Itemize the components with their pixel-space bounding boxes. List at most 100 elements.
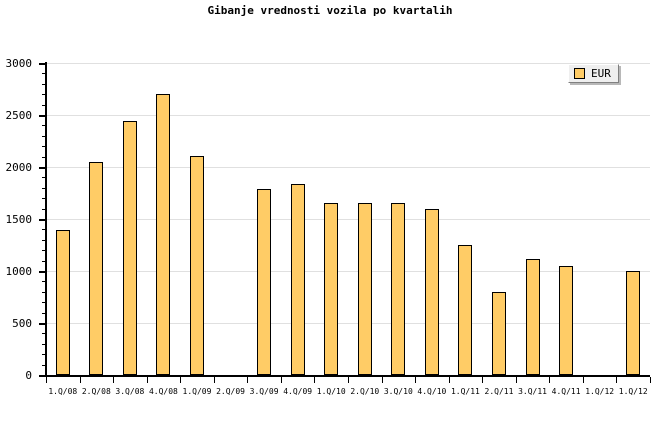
x-axis-tick-label: 1.Q/12 xyxy=(618,387,648,396)
gridline xyxy=(46,167,650,168)
x-axis-tick xyxy=(147,377,148,383)
y-axis-tick-label: 0 xyxy=(25,369,32,382)
x-axis-tick-label: 1.Q/08 xyxy=(48,387,78,396)
x-axis-tick xyxy=(449,377,450,383)
bar[interactable] xyxy=(458,245,472,375)
x-axis-tick-label: 1.Q/11 xyxy=(450,387,480,396)
y-axis-minor-tick xyxy=(42,198,46,199)
y-axis-minor-tick xyxy=(42,84,46,85)
y-axis-minor-tick xyxy=(42,281,46,282)
y-axis-minor-tick xyxy=(42,136,46,137)
bar[interactable] xyxy=(89,162,103,375)
x-axis-tick-label: 4.Q/11 xyxy=(551,387,581,396)
y-axis-minor-tick xyxy=(42,157,46,158)
x-axis-tick xyxy=(214,377,215,383)
y-axis-minor-tick xyxy=(42,261,46,262)
y-axis-minor-tick xyxy=(42,229,46,230)
bar[interactable] xyxy=(526,259,540,375)
x-axis-tick xyxy=(516,377,517,383)
x-axis-tick xyxy=(247,377,248,383)
gridline xyxy=(46,63,650,64)
x-axis-tick-label: 1.Q/09 xyxy=(182,387,212,396)
x-axis-tick-label: 3.Q/11 xyxy=(518,387,547,396)
legend-label-eur: EUR xyxy=(591,67,611,80)
gridline xyxy=(46,271,650,272)
y-axis-tick-label: 2000 xyxy=(5,161,33,174)
x-axis-tick xyxy=(382,377,383,383)
y-axis-major-tick xyxy=(39,219,46,221)
y-axis-minor-tick xyxy=(42,209,46,210)
x-axis-tick xyxy=(314,377,315,383)
y-axis-major-tick xyxy=(39,323,46,325)
x-axis-tick-label: 3.Q/08 xyxy=(115,387,145,396)
x-axis-tick-label: 1.Q/10 xyxy=(316,387,346,396)
x-axis-tick-label: 3.Q/10 xyxy=(383,387,413,396)
y-axis-line xyxy=(45,62,47,377)
bar[interactable] xyxy=(324,203,338,375)
x-axis-tick-label: 4.Q/10 xyxy=(417,387,447,396)
legend[interactable]: EUR xyxy=(568,64,619,83)
bar[interactable] xyxy=(190,156,204,375)
y-axis-minor-tick xyxy=(42,105,46,106)
x-axis-tick xyxy=(348,377,349,383)
bar[interactable] xyxy=(626,271,640,375)
x-axis-tick-label: 2.Q/10 xyxy=(350,387,380,396)
x-axis-tick xyxy=(482,377,483,383)
bar[interactable] xyxy=(425,209,439,375)
y-axis-major-tick xyxy=(39,375,46,377)
y-axis-major-tick xyxy=(39,63,46,65)
x-axis-tick-label: 4.Q/08 xyxy=(148,387,178,396)
y-axis-minor-tick xyxy=(42,146,46,147)
y-axis-minor-tick xyxy=(42,240,46,241)
y-axis-tick-label: 3000 xyxy=(5,57,33,70)
x-axis-tick-label: 2.Q/11 xyxy=(484,387,514,396)
bar[interactable] xyxy=(123,121,137,375)
y-axis-minor-tick xyxy=(42,354,46,355)
y-axis-minor-tick xyxy=(42,125,46,126)
y-axis-minor-tick xyxy=(42,177,46,178)
gridline xyxy=(46,115,650,116)
y-axis-minor-tick xyxy=(42,344,46,345)
x-axis-tick xyxy=(583,377,584,383)
x-axis-tick xyxy=(281,377,282,383)
bar[interactable] xyxy=(291,184,305,375)
bar[interactable] xyxy=(559,266,573,375)
y-axis-minor-tick xyxy=(42,73,46,74)
y-axis-minor-tick xyxy=(42,94,46,95)
x-axis-tick xyxy=(46,377,47,383)
plot-area xyxy=(46,63,650,375)
x-axis-tick xyxy=(180,377,181,383)
bar[interactable] xyxy=(391,203,405,375)
gridline xyxy=(46,323,650,324)
x-axis-tick-label: 1.Q/12 xyxy=(585,387,615,396)
y-axis-major-tick xyxy=(39,115,46,117)
bar[interactable] xyxy=(358,203,372,375)
x-axis-tick-label: 2.Q/09 xyxy=(216,387,245,396)
x-axis-tick xyxy=(80,377,81,383)
bar[interactable] xyxy=(492,292,506,375)
bar[interactable] xyxy=(156,94,170,375)
y-axis-major-tick xyxy=(39,167,46,169)
y-axis-major-tick xyxy=(39,271,46,273)
x-axis-tick xyxy=(650,377,651,383)
x-axis-tick xyxy=(616,377,617,383)
y-axis-minor-tick xyxy=(42,313,46,314)
gridline xyxy=(46,219,650,220)
legend-swatch-eur xyxy=(574,68,585,79)
x-axis-tick xyxy=(113,377,114,383)
y-axis-tick-label: 500 xyxy=(12,317,32,330)
y-axis-minor-tick xyxy=(42,250,46,251)
bar[interactable] xyxy=(56,230,70,375)
x-axis-tick-label: 3.Q/09 xyxy=(249,387,279,396)
x-axis-line xyxy=(45,375,650,377)
bar[interactable] xyxy=(257,189,271,375)
y-axis-minor-tick xyxy=(42,365,46,366)
x-axis-tick xyxy=(549,377,550,383)
x-axis-tick-label: 4.Q/09 xyxy=(283,387,313,396)
y-axis-tick-label: 1000 xyxy=(5,265,33,278)
y-axis-tick-label: 2500 xyxy=(5,109,33,122)
y-axis-minor-tick xyxy=(42,188,46,189)
y-axis-minor-tick xyxy=(42,333,46,334)
chart-title: Gibanje vrednosti vozila po kvartalih xyxy=(207,4,453,17)
x-axis-tick-label: 2.Q/08 xyxy=(81,387,111,396)
